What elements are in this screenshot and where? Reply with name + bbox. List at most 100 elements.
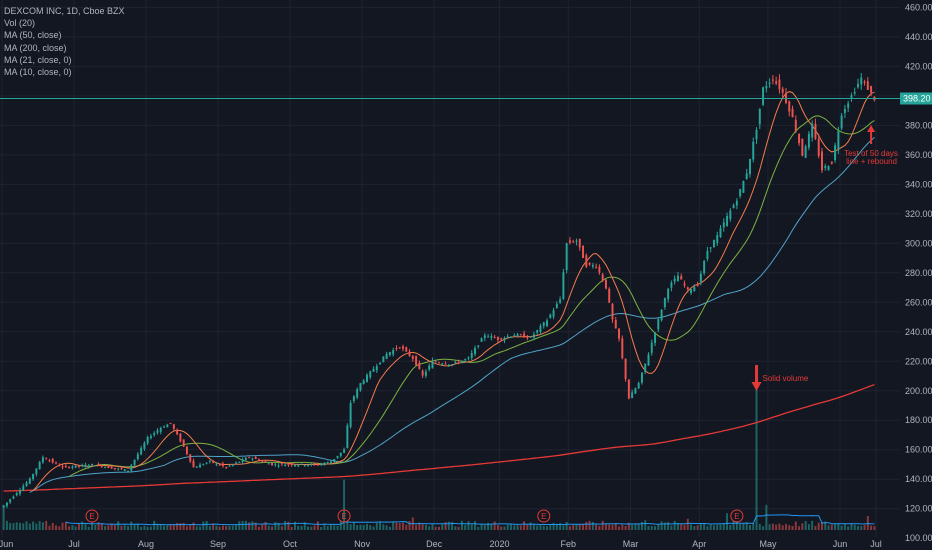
candle-body: [621, 338, 624, 359]
candle-body: [352, 396, 355, 402]
candle-body: [146, 437, 149, 444]
candle-body: [572, 241, 575, 243]
volume-bar: [2, 504, 5, 530]
candle-body: [257, 459, 260, 461]
candle-body: [604, 279, 607, 289]
volume-bar: [696, 525, 699, 530]
volume-bar: [5, 520, 8, 530]
legend-ma200[interactable]: MA (200, close): [4, 42, 67, 53]
volume-bar: [153, 520, 156, 530]
volume-bar: [866, 516, 869, 530]
volume-bar: [388, 526, 391, 530]
volume-bar: [611, 524, 614, 530]
candle-body: [582, 245, 585, 259]
candle-body: [752, 141, 755, 160]
volume-bar: [526, 524, 529, 530]
volume-bar: [441, 524, 444, 530]
candle-body: [444, 363, 447, 365]
candle-body: [310, 463, 313, 466]
volume-bar: [28, 523, 31, 530]
volume-bar: [107, 525, 110, 530]
candle-body: [807, 133, 810, 148]
candle-body: [225, 467, 228, 469]
last-price-tag-axis: [900, 92, 932, 105]
volume-bar: [742, 523, 745, 530]
volume-bar: [313, 525, 316, 530]
volume-bar: [614, 523, 617, 530]
volume-bar: [699, 523, 702, 530]
volume-bar: [860, 525, 863, 530]
candle-body: [87, 465, 90, 468]
volume-bar: [670, 525, 673, 530]
x-tick-label: Feb: [561, 539, 577, 549]
earnings-marker: [537, 509, 551, 523]
volume-bar: [55, 525, 57, 530]
candle-body: [9, 499, 12, 503]
legend-title[interactable]: DEXCOM INC, 1D, Cboe BZX: [4, 6, 125, 16]
volume-bar: [634, 523, 637, 530]
volume-bar: [739, 523, 742, 530]
volume-bar: [680, 524, 683, 530]
candle-body: [379, 362, 382, 365]
candle-body: [745, 173, 748, 180]
candle-body: [506, 336, 509, 338]
volume-bar: [788, 525, 791, 530]
legend-ma21[interactable]: MA (21, close, 0): [4, 54, 72, 65]
x-tick-label: Apr: [692, 539, 706, 549]
candle-body: [526, 336, 529, 339]
candle-body: [71, 466, 74, 468]
candle-body: [300, 463, 303, 465]
candle-body: [411, 355, 414, 359]
x-axis: Jun Jul Aug Sep Oct Nov Dec 2020 Feb Mar Apr May Jun…: [0, 537, 900, 550]
volume-bar: [205, 520, 208, 530]
y-tick-label: 300.00: [905, 238, 932, 248]
candle-body: [464, 359, 467, 361]
candle-body: [84, 464, 87, 467]
candle-body: [166, 424, 169, 428]
candle-body: [326, 461, 329, 463]
volume-bar: [529, 522, 532, 530]
candle-body: [28, 478, 31, 484]
candle-body: [48, 460, 51, 462]
ma200-line: [3, 383, 875, 492]
candle-body: [690, 289, 693, 293]
volume-bar: [369, 525, 372, 530]
volume-bar: [143, 525, 146, 530]
volume-bar: [235, 525, 238, 530]
candle-body: [676, 275, 679, 282]
volume-bar: [745, 522, 748, 530]
volume-bar: [127, 525, 130, 530]
volume-bar: [163, 525, 166, 530]
volume-bar: [568, 526, 571, 530]
legend-vol[interactable]: Vol (20): [4, 18, 36, 29]
candle-body: [474, 347, 476, 355]
legend-ma50[interactable]: MA (50, close): [4, 30, 62, 41]
candle-body: [529, 336, 532, 338]
y-tick-label: 220.00: [905, 356, 932, 366]
volume-bar: [644, 520, 647, 530]
candle-body: [709, 247, 712, 249]
candle-body: [487, 336, 490, 338]
volume-bar: [35, 523, 38, 530]
candle-body: [189, 454, 192, 462]
volume-bar: [22, 523, 25, 530]
volume-bar: [712, 525, 715, 530]
candle-body: [77, 465, 80, 467]
candle-body: [762, 87, 765, 105]
x-tick-label: Dec: [426, 539, 443, 549]
candle-body: [853, 92, 856, 94]
volume-bar: [320, 526, 323, 530]
arrow-up-head: [867, 125, 876, 132]
candle-body: [611, 303, 614, 320]
volume-bar: [673, 520, 676, 530]
legend-ma10[interactable]: MA (10, close, 0): [4, 67, 72, 78]
candle-body: [267, 463, 270, 465]
candle-body: [500, 338, 503, 340]
candle-body: [578, 238, 581, 248]
candle-body: [559, 299, 562, 303]
candle-body: [61, 466, 64, 468]
volume-bar: [523, 521, 526, 530]
volume-bar: [418, 522, 421, 530]
x-axis-bg: [0, 537, 900, 550]
